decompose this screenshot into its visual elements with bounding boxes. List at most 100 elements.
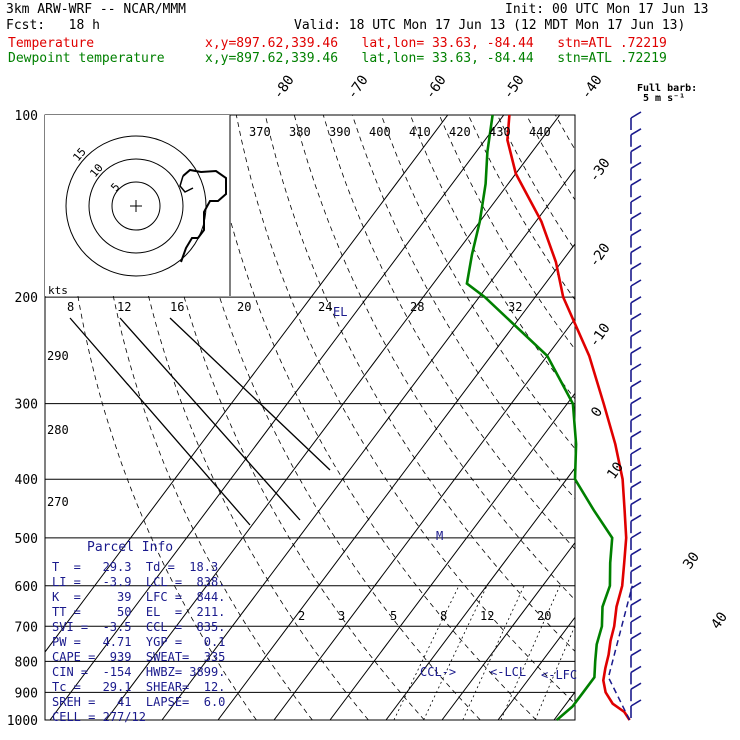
hodograph-trace bbox=[180, 168, 227, 263]
lcl-label: <-LCL bbox=[490, 665, 526, 679]
wind-barb-flag bbox=[630, 195, 642, 203]
wind-barb-flag bbox=[630, 598, 642, 606]
theta-label-side: 280 bbox=[47, 423, 69, 437]
isotherm-line bbox=[666, 115, 740, 720]
parcel-info-line: TT = 50 EL = 211. bbox=[52, 605, 226, 619]
dry-adiabat bbox=[642, 115, 740, 720]
parcel-info-line: LI = -3.9 LCL = 838. bbox=[52, 575, 226, 589]
mixing-ratio-line bbox=[534, 624, 575, 720]
wind-barb-flag bbox=[630, 564, 642, 573]
wind-barb-flag bbox=[630, 228, 642, 237]
theta-label-side: 270 bbox=[47, 495, 69, 509]
pressure-tick-label: 800 bbox=[15, 655, 38, 670]
dewpoint-location: x,y=897.62,339.46 lat,lon= 33.63, -84.44… bbox=[205, 51, 667, 66]
forecast-hour: Fcst: 18 h bbox=[6, 18, 100, 33]
parcel-info-line: CIN = -154 HWBZ= 3899. bbox=[52, 665, 226, 679]
parcel-info-line: PW = 4.71 YGP = 0.1 bbox=[52, 635, 226, 649]
el-label: EL bbox=[333, 305, 347, 319]
isotherm-label: -80 bbox=[270, 72, 298, 102]
dry-adiabat bbox=[438, 115, 575, 350]
theta-label-side: 290 bbox=[47, 349, 69, 363]
speed-axis-label: 20 bbox=[237, 300, 251, 314]
wind-barb-flag bbox=[630, 111, 642, 119]
pressure-tick-label: 300 bbox=[15, 398, 38, 413]
wind-barb-flag bbox=[630, 296, 642, 304]
temperature-line bbox=[506, 114, 631, 721]
pressure-tick-label: 1000 bbox=[7, 714, 38, 729]
pressure-tick-label: 600 bbox=[15, 580, 38, 595]
wind-barb-flag bbox=[630, 682, 642, 690]
speed-axis-label: 12 bbox=[117, 300, 131, 314]
wind-barb-flag bbox=[630, 548, 642, 556]
barb-legend-line2: 5 m s⁻¹ bbox=[643, 93, 686, 104]
dry-adiabat bbox=[177, 115, 481, 720]
pressure-tick-label: 100 bbox=[15, 109, 38, 124]
isotherm-label: -40 bbox=[578, 72, 606, 102]
parcel-info-line: SVI = -3.5 CCL = 835. bbox=[52, 620, 226, 634]
isotherm-label: -70 bbox=[344, 72, 372, 102]
dry-adiabat bbox=[526, 115, 575, 201]
mixing-ratio-label: 12 bbox=[480, 609, 494, 623]
wind-barb-flag bbox=[630, 447, 642, 455]
wind-barb-flag bbox=[630, 346, 642, 354]
mixing-ratio-label: 5 bbox=[390, 609, 397, 623]
pressure-tick-label: 900 bbox=[15, 686, 38, 701]
dry-adiabats bbox=[61, 115, 740, 720]
isotherm-line bbox=[497, 616, 575, 720]
speed-axis-label: 16 bbox=[170, 300, 184, 314]
isotherm-line bbox=[217, 243, 575, 720]
dry-adiabat bbox=[409, 115, 575, 400]
dry-adiabat bbox=[264, 115, 575, 652]
dry-adiabat bbox=[206, 115, 537, 720]
isotherm-line bbox=[553, 691, 575, 720]
isobars: 100 200 300 400 500 600 700 800 900 1000 bbox=[7, 109, 576, 729]
wind-barb-flag bbox=[630, 464, 642, 472]
isotherm-label: 40 bbox=[708, 609, 731, 632]
speed-axis-label: 32 bbox=[508, 300, 522, 314]
isotherm-label: -60 bbox=[422, 72, 450, 102]
mixing-ratio-label: 8 bbox=[440, 609, 447, 623]
pressure-tick-label: 700 bbox=[15, 620, 38, 635]
isotherm-label: -10 bbox=[586, 320, 614, 350]
wind-barb-flag bbox=[630, 262, 642, 270]
parcel-info-line: K = 39 LFC = 844. bbox=[52, 590, 226, 604]
wind-barb-flag bbox=[630, 581, 642, 590]
dry-adiabat bbox=[148, 115, 425, 720]
dry-adiabat bbox=[467, 115, 575, 301]
hodograph-units: kts bbox=[48, 284, 68, 297]
wind-barb-flag bbox=[630, 615, 642, 623]
wind-barb-flag bbox=[630, 128, 642, 136]
dry-adiabat bbox=[555, 115, 575, 151]
wind-barb-flag bbox=[630, 363, 642, 371]
dry-adiabat bbox=[293, 115, 575, 601]
hodograph-ring bbox=[65, 135, 207, 277]
wind-barb-flag bbox=[630, 212, 642, 220]
dry-adiabat bbox=[119, 115, 369, 720]
wind-barb-flag bbox=[630, 396, 642, 405]
isotherm-line bbox=[49, 115, 505, 720]
isotherm-line bbox=[273, 317, 575, 720]
wind-barb-flag bbox=[630, 144, 642, 153]
parcel-info-line: T = 29.3 Td = 18.3 bbox=[52, 560, 219, 574]
wind-barb-flag bbox=[630, 430, 642, 438]
dry-adiabat bbox=[729, 115, 740, 720]
wind-barb-flag bbox=[630, 648, 642, 657]
pressure-tick-label: 500 bbox=[15, 532, 38, 547]
isotherm-label: -30 bbox=[586, 155, 614, 185]
wind-barb-flag bbox=[630, 514, 642, 522]
wind-barb-flag bbox=[630, 632, 642, 640]
theta-label: 370 bbox=[249, 125, 271, 139]
mixing-ratio-label: 2 bbox=[298, 609, 305, 623]
mixing-ratio-label: 3 bbox=[338, 609, 345, 623]
mixing-ratio-line bbox=[500, 585, 561, 720]
wind-barb-flag bbox=[630, 497, 642, 506]
temperature-location: x,y=897.62,339.46 lat,lon= 33.63, -84.44… bbox=[205, 36, 667, 51]
isotherm-label: -20 bbox=[586, 240, 614, 270]
wind-barb-flag bbox=[630, 699, 642, 707]
isotherms bbox=[45, 115, 740, 720]
wind-barb-flag bbox=[630, 380, 642, 388]
parcel-info-line: CAPE = 939 SWEAT= 335 bbox=[52, 650, 226, 664]
theta-label: 410 bbox=[409, 125, 431, 139]
